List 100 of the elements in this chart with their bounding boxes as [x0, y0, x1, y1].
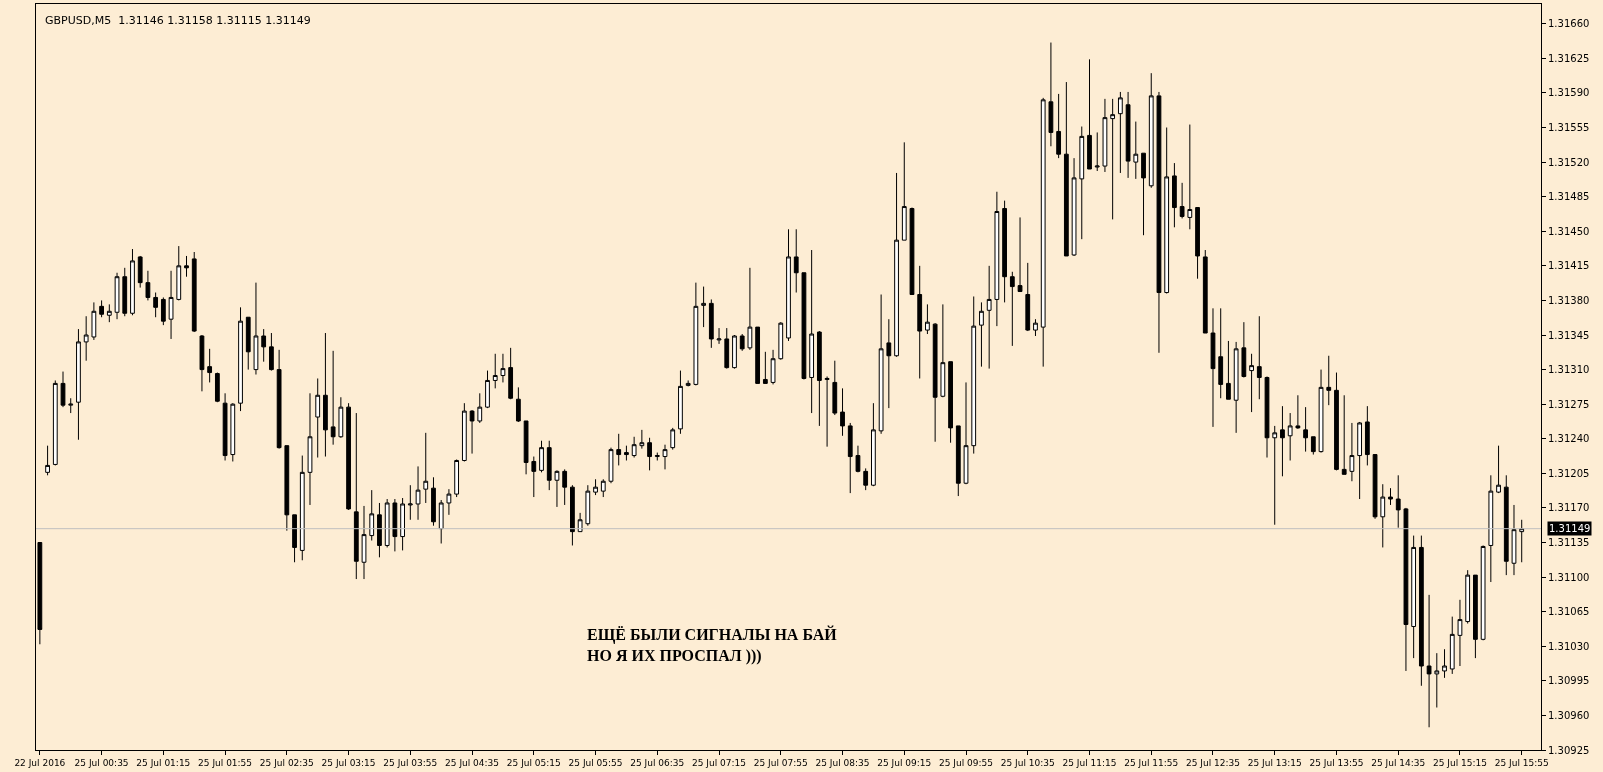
candlestick: [662, 444, 668, 470]
candlestick: [747, 267, 753, 351]
candlestick: [438, 499, 444, 544]
candlestick: [384, 498, 390, 548]
candlestick: [562, 468, 568, 506]
y-tick-label: 1.31100: [1548, 571, 1590, 583]
candlestick: [515, 386, 521, 423]
candlestick: [106, 303, 112, 323]
candlestick: [1102, 98, 1108, 173]
candlestick: [824, 376, 830, 448]
candlestick: [323, 332, 328, 458]
x-tick-label: 25 Jul 15:55: [1494, 757, 1549, 768]
candlestick: [1519, 519, 1525, 563]
candlestick: [1033, 318, 1038, 337]
candlestick: [1364, 405, 1370, 466]
candlestick: [1357, 421, 1363, 500]
candlestick: [230, 402, 236, 462]
candlestick: [199, 334, 205, 392]
candlestick: [1473, 574, 1478, 659]
candlestick: [446, 488, 452, 516]
candlestick: [577, 512, 583, 533]
candlestick: [1403, 507, 1409, 672]
candlestick: [1071, 157, 1077, 257]
candlestick: [122, 267, 128, 317]
x-tick-label: 25 Jul 05:55: [568, 757, 623, 768]
candlestick: [1256, 315, 1262, 400]
candlestick: [832, 360, 838, 416]
candlestick: [871, 402, 876, 487]
candlestick: [415, 465, 421, 521]
candlestick: [407, 484, 413, 521]
candlestick: [168, 270, 174, 340]
candlestick: [685, 379, 691, 387]
candlestick: [461, 402, 467, 462]
y-tick-label: 1.30960: [1548, 709, 1590, 721]
y-tick-label: 1.31555: [1548, 122, 1590, 134]
candlestick: [708, 298, 714, 349]
candlestick: [878, 294, 884, 435]
candlestick: [377, 502, 382, 558]
candlestick: [99, 299, 104, 318]
candlestick: [292, 514, 297, 563]
candlestick: [1048, 42, 1054, 147]
y-tick-label: 1.31170: [1548, 502, 1590, 514]
candlestick: [191, 251, 197, 333]
candlestick: [1449, 616, 1455, 675]
candlestick: [492, 353, 498, 389]
x-tick-label: 25 Jul 01:55: [198, 757, 253, 768]
candlestick: [176, 245, 182, 301]
candlestick: [1264, 376, 1270, 459]
y-tick-label: 1.31240: [1548, 433, 1590, 445]
candlestick: [894, 172, 899, 358]
candlestick: [585, 484, 591, 527]
candlestick: [693, 282, 699, 386]
candlestick: [1318, 369, 1324, 454]
candlestick: [1148, 72, 1154, 189]
candlestick: [801, 272, 807, 380]
candlestick: [431, 476, 436, 527]
candlestick: [207, 348, 213, 383]
candlestick: [1218, 307, 1224, 399]
x-tick-label: 25 Jul 04:35: [445, 757, 500, 768]
y-tick-label: 1.30995: [1548, 675, 1590, 687]
candlestick: [1310, 436, 1316, 456]
candlestick: [400, 497, 405, 551]
candlestick: [137, 255, 143, 289]
candlestick: [454, 459, 460, 498]
candlestick: [315, 377, 321, 459]
y-tick-label: 1.31205: [1548, 467, 1590, 479]
candlestick: [160, 296, 166, 326]
candlestick: [1079, 126, 1085, 240]
candlestick: [778, 321, 784, 361]
candlestick: [1465, 569, 1471, 625]
candlestick: [145, 270, 151, 301]
candlestick: [624, 445, 629, 461]
candlestick: [701, 286, 706, 328]
candlestick: [485, 370, 490, 409]
ref-line-label: 1.31149: [1549, 523, 1591, 534]
candlestick: [1511, 504, 1517, 576]
candlestick: [114, 272, 120, 320]
candlestick: [1334, 372, 1339, 471]
candlestick: [261, 328, 267, 363]
candlestick: [1210, 307, 1216, 428]
candlestick: [755, 326, 761, 384]
candlestick: [253, 282, 259, 376]
candlestick: [1349, 422, 1355, 482]
y-tick-label: 1.31345: [1548, 329, 1590, 341]
candlestick: [1418, 535, 1424, 687]
candlestick: [678, 370, 683, 435]
candlestick: [60, 371, 66, 408]
x-tick-label: 25 Jul 13:55: [1309, 757, 1364, 768]
candlestick: [83, 315, 89, 362]
y-tick-label: 1.31065: [1548, 606, 1590, 618]
candlestick: [1457, 599, 1463, 667]
candlestick: [786, 228, 791, 342]
candlestick: [1380, 483, 1386, 548]
candlestick: [840, 387, 845, 437]
candlestick: [1287, 412, 1293, 461]
candlestick: [1434, 652, 1440, 709]
candlestick: [809, 249, 815, 414]
candlestick: [1110, 98, 1116, 220]
candlestick: [1063, 81, 1069, 257]
candlestick: [932, 322, 938, 443]
